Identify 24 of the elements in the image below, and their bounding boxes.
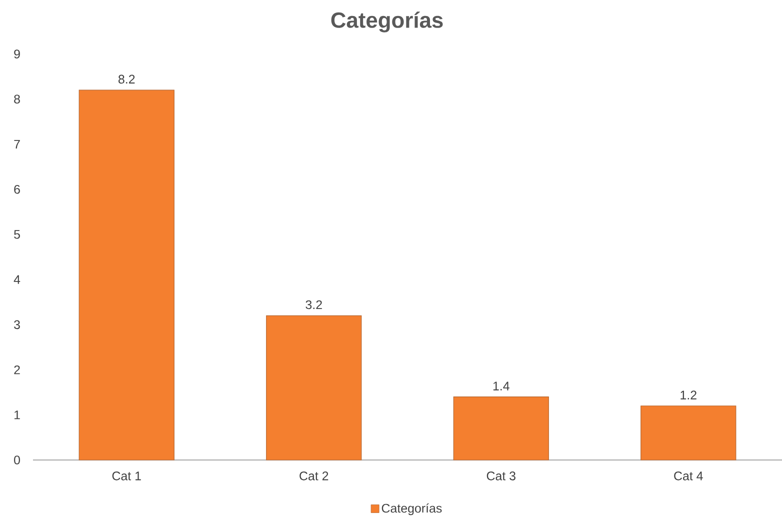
- x-tick-label: Cat 1: [112, 472, 141, 480]
- y-tick-label: 5: [14, 230, 20, 239]
- y-tick-label: 2: [14, 365, 20, 374]
- y-tick-label: 3: [14, 320, 20, 330]
- data-label: 3.2: [306, 300, 322, 310]
- data-label: 8.2: [118, 74, 135, 84]
- x-tick-label: Cat 4: [674, 472, 703, 480]
- x-tick-label: Cat 2: [300, 472, 328, 480]
- data-label: 1.2: [680, 390, 696, 400]
- bar: [266, 315, 362, 460]
- y-tick-label: 6: [14, 184, 20, 194]
- data-label: 1.4: [493, 382, 510, 390]
- y-tick-label: 9: [14, 50, 20, 58]
- bar: [640, 406, 736, 460]
- legend-label: Categorías: [382, 503, 442, 516]
- y-tick-label: 0: [14, 456, 20, 464]
- y-tick-label: 4: [14, 275, 20, 284]
- y-tick-label: 1: [14, 410, 20, 420]
- y-tick-label: 8: [14, 94, 20, 104]
- y-tick-label: 7: [14, 140, 20, 149]
- chart-title: Categorías: [331, 12, 443, 32]
- bar: [453, 396, 549, 460]
- x-tick-label: Cat 3: [486, 472, 516, 480]
- bar: [78, 90, 174, 460]
